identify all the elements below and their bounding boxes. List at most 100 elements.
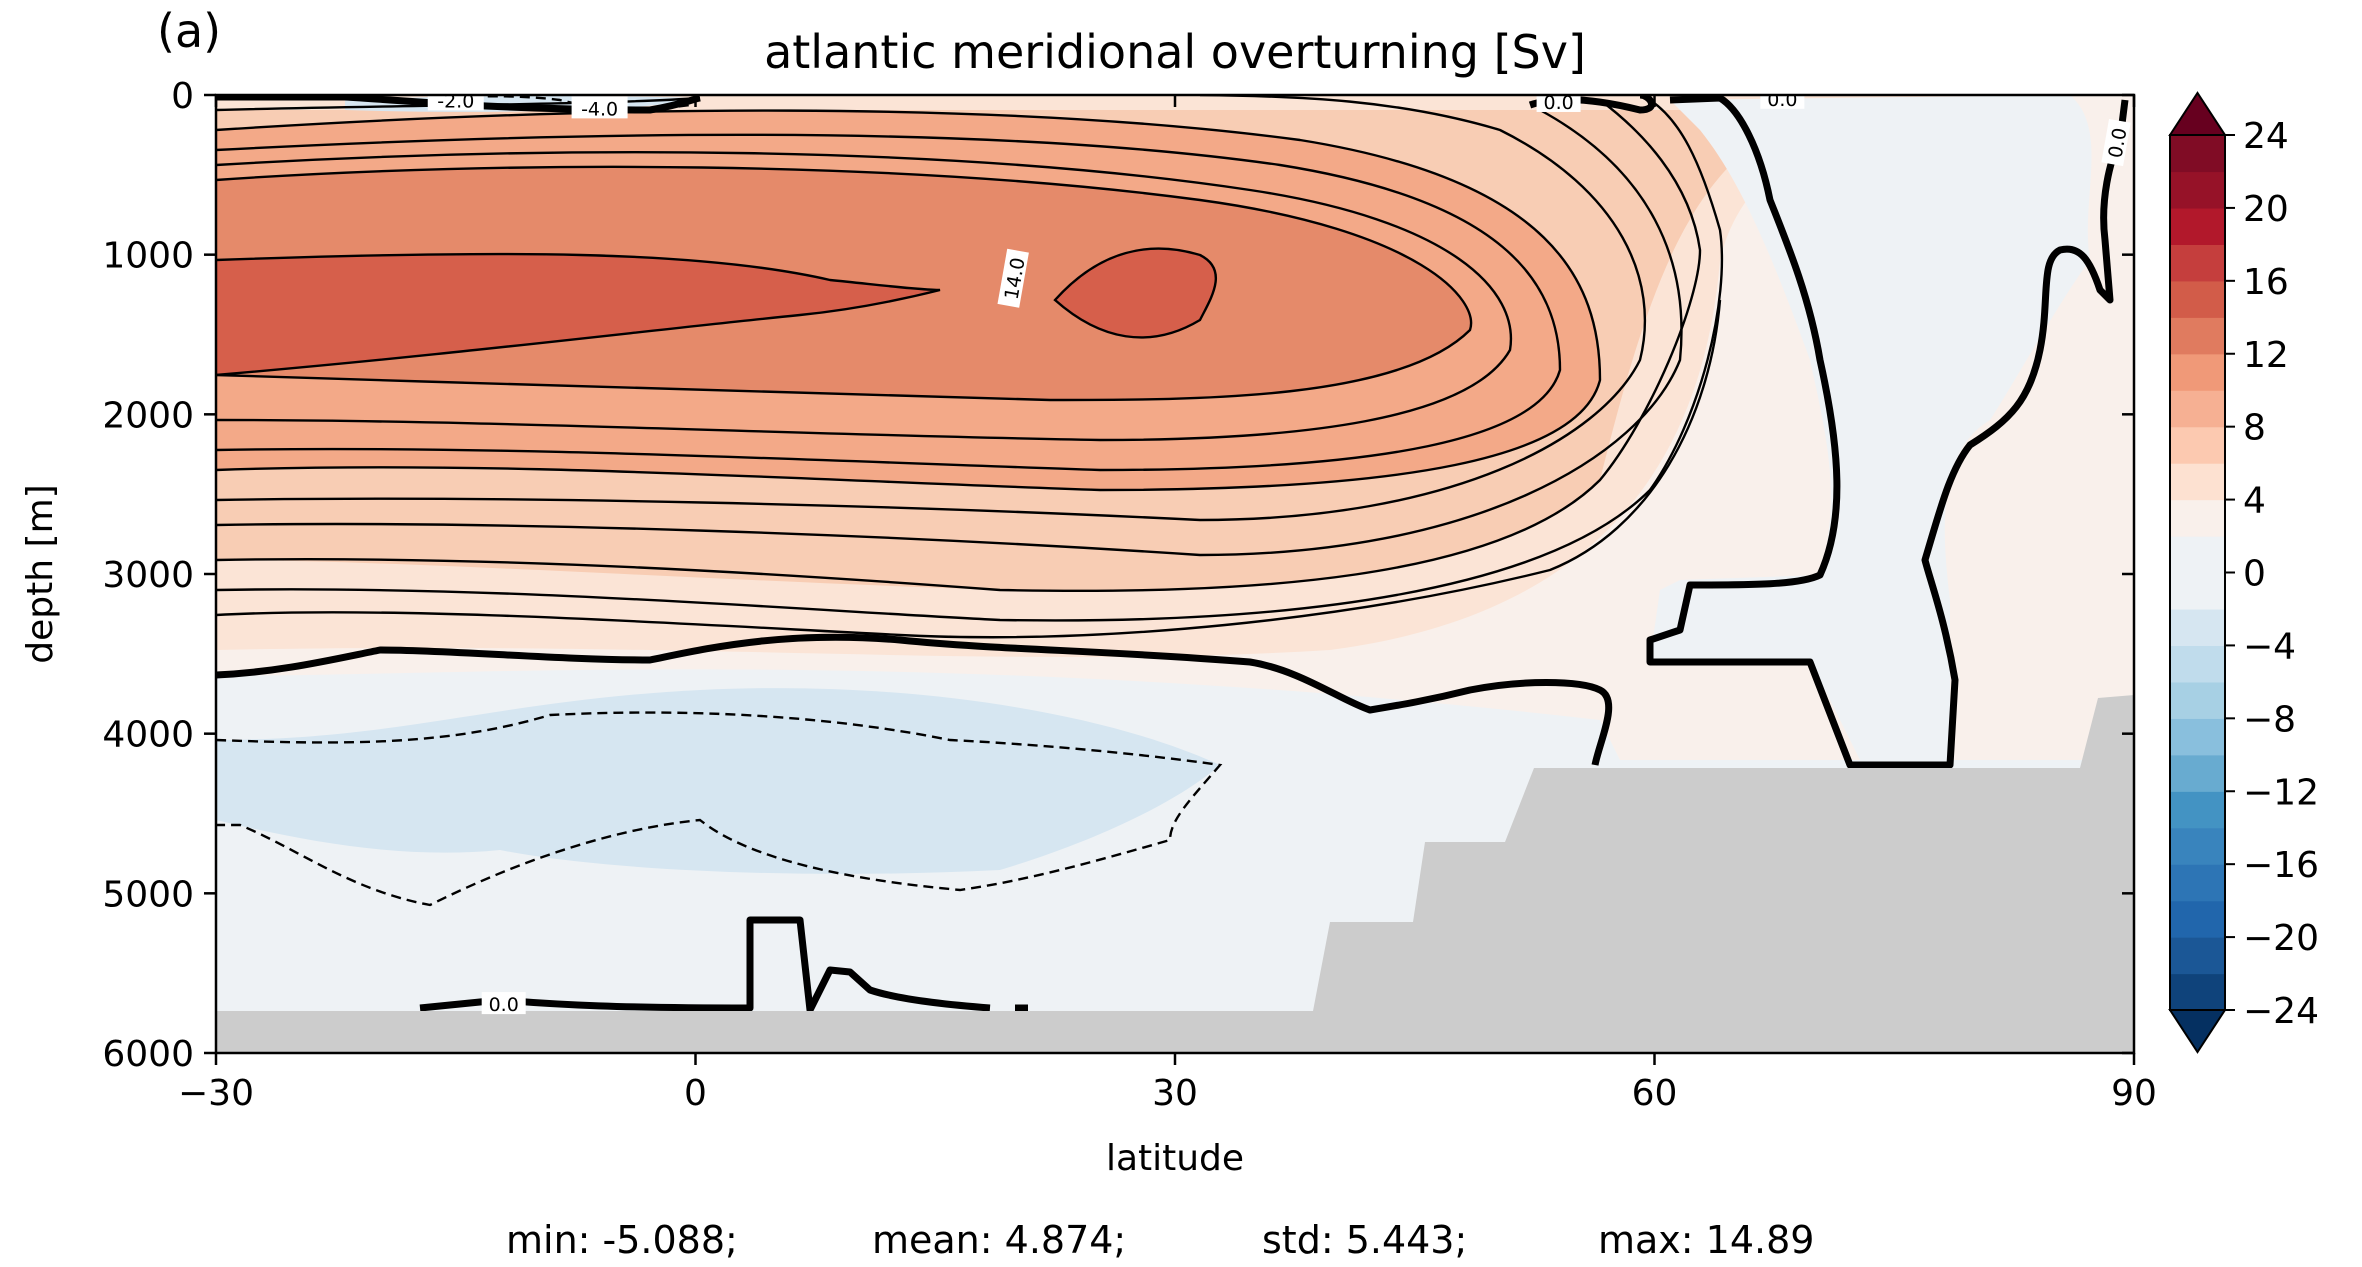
contour-line bbox=[216, 165, 1473, 402]
colorbar-segment bbox=[2170, 207, 2225, 245]
zero-contour-main bbox=[216, 633, 1613, 766]
x-tick-label: 90 bbox=[2111, 1073, 2157, 1114]
colorbar-tick-label: −20 bbox=[2243, 918, 2319, 959]
contour-label: 14.0 bbox=[997, 248, 1030, 308]
contour-label-bg bbox=[1760, 95, 1805, 109]
contour-label-bg bbox=[481, 992, 526, 1015]
colorbar-segment bbox=[2170, 244, 2225, 282]
chart-title: atlantic meridional overturning [Sv] bbox=[764, 25, 1586, 79]
colorbar-extend-top bbox=[2168, 91, 2227, 136]
x-tick-label: 60 bbox=[1632, 1073, 1678, 1114]
contour-line bbox=[216, 95, 1647, 522]
contour-label: 0.0 bbox=[481, 992, 526, 1016]
y-axis-label: depth [m] bbox=[20, 484, 61, 663]
colorbar-segment bbox=[2170, 280, 2225, 318]
colorbar-segment bbox=[2170, 390, 2225, 428]
colorbar-segment bbox=[2170, 426, 2225, 464]
colorbar-tick-label: −16 bbox=[2243, 845, 2319, 886]
colorbar-segment bbox=[2170, 827, 2225, 865]
colorbar-segment bbox=[2170, 973, 2225, 1011]
contour-label-bg bbox=[1536, 95, 1581, 112]
colorbar-segment bbox=[2170, 572, 2225, 610]
contour-label: 0.0 bbox=[1536, 92, 1581, 114]
contour-line bbox=[216, 99, 1702, 593]
zero-contour-abyss bbox=[419, 916, 1028, 1014]
colorbar-segment bbox=[2170, 681, 2225, 719]
colorbar-tick-label: 12 bbox=[2243, 335, 2289, 376]
x-axis-label: latitude bbox=[1106, 1138, 1244, 1179]
contour-label-text: 0.0 bbox=[489, 994, 519, 1016]
plot-area: -2.0 -4.0 14.0 0.0 0.0 0.0 0.0 bbox=[216, 89, 2134, 1053]
colorbar-tick-label: 20 bbox=[2243, 189, 2289, 230]
colorbar-segment bbox=[2170, 937, 2225, 975]
colorbar-tick-label: −12 bbox=[2243, 772, 2319, 813]
contour-line bbox=[216, 99, 1724, 622]
contour-label: 0.0 bbox=[1760, 89, 1805, 111]
contour-label-text: -4.0 bbox=[581, 98, 618, 120]
stat-mean: mean: 4.874; bbox=[872, 1218, 1126, 1262]
contour-label-text: -2.0 bbox=[437, 90, 474, 112]
x-axis: −30 0 30 60 90 bbox=[178, 95, 2157, 1114]
colorbar-segment bbox=[2170, 171, 2225, 209]
colorbar-segment bbox=[2170, 864, 2225, 902]
contour-label-bg bbox=[571, 96, 628, 119]
contour-line bbox=[216, 108, 1683, 557]
colorbar-segment bbox=[2170, 463, 2225, 501]
colorbar-tick-label: 16 bbox=[2243, 262, 2289, 303]
contour-line bbox=[216, 252, 941, 377]
colorbar-segment bbox=[2170, 718, 2225, 756]
colorbar-tick-label: 8 bbox=[2243, 408, 2266, 449]
fill-level-14 bbox=[216, 254, 940, 375]
contour-labels: -2.0 -4.0 14.0 0.0 0.0 0.0 0.0 bbox=[427, 89, 2132, 1016]
colorbar-segment bbox=[2170, 645, 2225, 683]
contour-line bbox=[216, 299, 1722, 639]
stat-min: min: -5.088; bbox=[506, 1218, 738, 1262]
contour-label: 0.0 bbox=[2101, 118, 2132, 167]
fill-arctic-negative bbox=[1650, 95, 2092, 760]
stat-max: max: 14.89 bbox=[1598, 1218, 1814, 1262]
colorbar-segment bbox=[2170, 900, 2225, 938]
colorbar-segment bbox=[2170, 791, 2225, 829]
colorbar-segment bbox=[2170, 536, 2225, 574]
colorbar-segment bbox=[2170, 135, 2225, 173]
positive-cell-fills bbox=[216, 95, 2060, 658]
contour-lines bbox=[216, 95, 1724, 639]
contour-label-bg bbox=[2101, 118, 2131, 167]
x-tick-label: 30 bbox=[1152, 1073, 1198, 1114]
y-tick-label: 3000 bbox=[102, 555, 194, 596]
contour-line bbox=[216, 151, 1513, 442]
contour-label: -2.0 bbox=[427, 90, 484, 112]
contour-label: -4.0 bbox=[571, 96, 628, 120]
colorbar-segment bbox=[2170, 499, 2225, 537]
colorbar-tick-label: 0 bbox=[2243, 554, 2266, 595]
y-tick-label: 2000 bbox=[102, 395, 194, 436]
contour-label-text: 0.0 bbox=[1767, 89, 1797, 111]
contour-label-bg bbox=[997, 248, 1029, 308]
contour-label-bg bbox=[427, 95, 484, 111]
colorbar-tick-label: 24 bbox=[2243, 116, 2289, 157]
y-tick-label: 0 bbox=[171, 76, 194, 117]
x-tick-label: 0 bbox=[684, 1073, 707, 1114]
y-tick-label: 5000 bbox=[102, 874, 194, 915]
colorbar-tick-label: −4 bbox=[2243, 626, 2296, 667]
contour-label-text: 0.0 bbox=[1543, 92, 1573, 114]
colorbar-segment bbox=[2170, 608, 2225, 647]
contour-line bbox=[1053, 247, 1218, 339]
fill-deep-cell-negative bbox=[216, 688, 1220, 874]
y-axis: 0 1000 2000 3000 4000 5000 6000 bbox=[102, 76, 2134, 1075]
y-tick-label: 6000 bbox=[102, 1034, 194, 1075]
colorbar: 24 20 16 12 8 4 0 −4 −8 −12 −16 −20 −24 bbox=[2168, 91, 2319, 1054]
colorbar-extend-bottom bbox=[2168, 1009, 2227, 1054]
colorbar-segment bbox=[2170, 353, 2225, 391]
contour-line bbox=[216, 133, 1562, 472]
colorbar-tick-label: 4 bbox=[2243, 481, 2266, 522]
zero-contour-surface bbox=[216, 95, 701, 114]
x-tick-label: −30 bbox=[178, 1073, 254, 1114]
contour-label-text: 0.0 bbox=[2105, 126, 2132, 160]
stat-std: std: 5.443; bbox=[1262, 1218, 1467, 1262]
colorbar-tick-label: −24 bbox=[2243, 991, 2319, 1032]
contour-line-negative bbox=[216, 711, 1223, 907]
y-tick-label: 1000 bbox=[102, 236, 194, 277]
colorbar-segment bbox=[2170, 317, 2225, 355]
zero-contour-arctic bbox=[1646, 95, 2129, 769]
